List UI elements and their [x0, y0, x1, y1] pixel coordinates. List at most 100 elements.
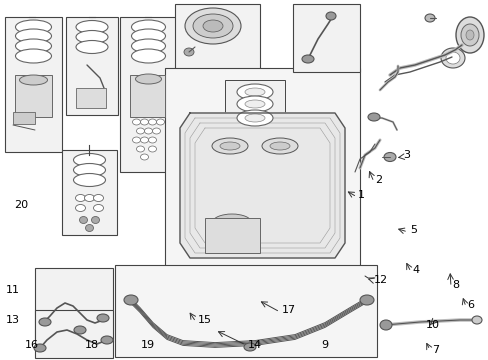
Ellipse shape: [75, 204, 85, 211]
Ellipse shape: [16, 49, 51, 63]
Ellipse shape: [220, 142, 240, 150]
Ellipse shape: [76, 31, 108, 44]
Ellipse shape: [237, 84, 272, 100]
Ellipse shape: [39, 318, 51, 326]
Text: 3: 3: [402, 150, 409, 160]
Bar: [175, 4, 260, 72]
Ellipse shape: [269, 142, 289, 150]
Text: 13: 13: [6, 315, 20, 325]
Ellipse shape: [193, 14, 232, 38]
Ellipse shape: [91, 216, 99, 224]
Ellipse shape: [34, 344, 46, 352]
Ellipse shape: [471, 316, 481, 324]
Ellipse shape: [140, 154, 148, 160]
Ellipse shape: [74, 326, 86, 334]
Ellipse shape: [359, 295, 373, 305]
Text: 9: 9: [321, 340, 328, 350]
Ellipse shape: [93, 204, 103, 211]
Ellipse shape: [136, 128, 144, 134]
Ellipse shape: [84, 194, 94, 202]
Bar: [115, 265, 376, 357]
Ellipse shape: [212, 214, 251, 232]
Text: 8: 8: [451, 280, 458, 290]
Ellipse shape: [237, 110, 272, 126]
Bar: [292, 4, 359, 72]
Ellipse shape: [262, 138, 297, 154]
Text: 6: 6: [466, 300, 473, 310]
Ellipse shape: [16, 29, 51, 43]
Text: 20: 20: [14, 200, 28, 210]
Ellipse shape: [131, 49, 165, 63]
Ellipse shape: [244, 343, 256, 351]
Text: 10: 10: [425, 320, 439, 330]
Ellipse shape: [325, 12, 335, 20]
Text: 17: 17: [282, 305, 296, 315]
Text: 7: 7: [431, 345, 438, 355]
Ellipse shape: [424, 14, 434, 22]
Ellipse shape: [76, 21, 108, 33]
Text: 19: 19: [141, 340, 155, 350]
Text: 18: 18: [85, 340, 99, 350]
Bar: [120, 17, 177, 172]
Ellipse shape: [445, 52, 459, 64]
Ellipse shape: [203, 20, 223, 32]
Ellipse shape: [85, 225, 93, 231]
Bar: [204, 218, 260, 253]
Ellipse shape: [156, 119, 164, 125]
Bar: [5, 17, 62, 152]
Ellipse shape: [73, 174, 105, 186]
Text: 5: 5: [409, 225, 416, 235]
Ellipse shape: [93, 194, 103, 202]
Ellipse shape: [465, 30, 473, 40]
Ellipse shape: [383, 153, 395, 162]
Ellipse shape: [302, 55, 313, 63]
Ellipse shape: [131, 39, 165, 53]
Ellipse shape: [244, 114, 264, 122]
Ellipse shape: [140, 137, 148, 143]
Ellipse shape: [132, 137, 140, 143]
Ellipse shape: [135, 74, 161, 84]
Ellipse shape: [73, 153, 105, 166]
Ellipse shape: [455, 17, 483, 53]
Text: 12: 12: [373, 275, 387, 285]
Ellipse shape: [124, 295, 138, 305]
Ellipse shape: [152, 128, 160, 134]
Ellipse shape: [101, 336, 113, 344]
Ellipse shape: [144, 128, 152, 134]
Bar: [66, 17, 118, 115]
Ellipse shape: [183, 48, 194, 56]
Ellipse shape: [379, 320, 391, 330]
Ellipse shape: [131, 29, 165, 43]
Bar: [35, 268, 113, 342]
Bar: [35, 310, 113, 358]
Ellipse shape: [132, 119, 140, 125]
Ellipse shape: [16, 20, 51, 34]
Ellipse shape: [97, 314, 109, 322]
Text: 14: 14: [247, 340, 262, 350]
Ellipse shape: [440, 48, 464, 68]
Bar: [15, 75, 52, 117]
Ellipse shape: [136, 146, 144, 152]
Text: 4: 4: [411, 265, 418, 275]
Ellipse shape: [16, 39, 51, 53]
Ellipse shape: [367, 113, 379, 121]
Ellipse shape: [76, 40, 108, 54]
Ellipse shape: [148, 119, 156, 125]
Ellipse shape: [75, 194, 85, 202]
Ellipse shape: [20, 75, 47, 85]
Bar: [164, 68, 359, 273]
Ellipse shape: [244, 88, 264, 96]
Ellipse shape: [244, 100, 264, 108]
Ellipse shape: [80, 216, 87, 224]
Bar: [13, 112, 35, 124]
Ellipse shape: [460, 24, 478, 46]
Ellipse shape: [212, 138, 247, 154]
Text: 15: 15: [198, 315, 212, 325]
Ellipse shape: [184, 8, 241, 44]
Polygon shape: [180, 113, 345, 258]
Ellipse shape: [73, 163, 105, 176]
Ellipse shape: [148, 146, 156, 152]
Bar: [224, 80, 285, 135]
Text: 16: 16: [25, 340, 39, 350]
Bar: [130, 75, 164, 117]
